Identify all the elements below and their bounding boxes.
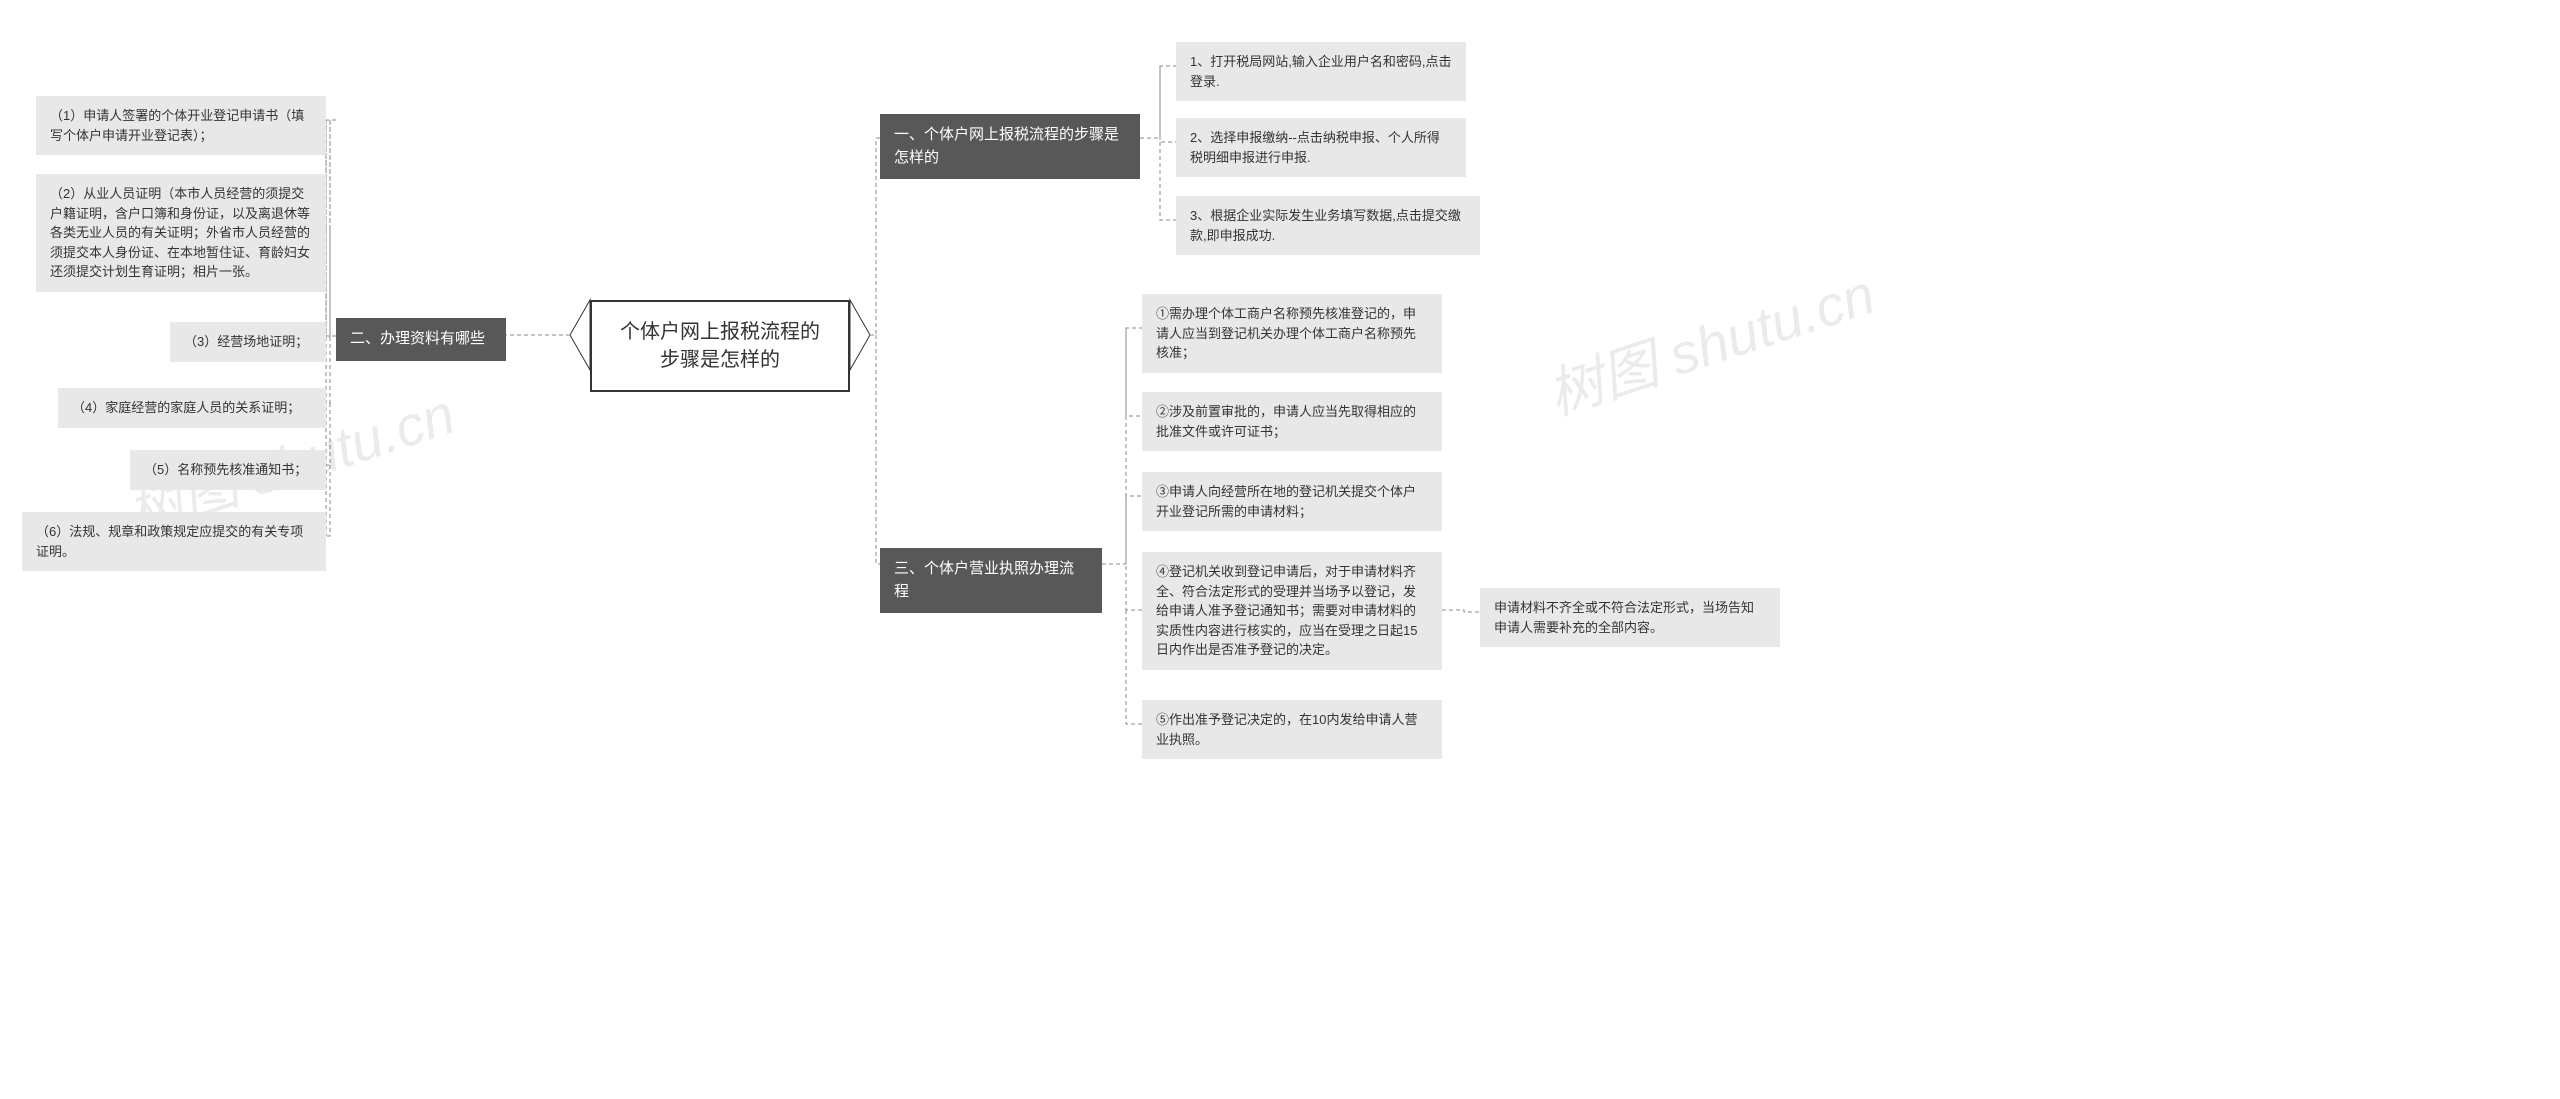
leaf-item[interactable]: （3）经营场地证明；: [170, 322, 326, 362]
leaf-item[interactable]: 2、选择申报缴纳--点击纳税申报、个人所得税明细申报进行申报.: [1176, 118, 1466, 177]
leaf-text: （5）名称预先核准通知书；: [144, 462, 307, 477]
leaf-text: ④登记机关收到登记申请后，对于申请材料齐全、符合法定形式的受理并当场予以登记，发…: [1156, 564, 1417, 657]
leaf-text: 2、选择申报缴纳--点击纳税申报、个人所得税明细申报进行申报.: [1190, 130, 1440, 165]
branch-materials[interactable]: 二、办理资料有哪些: [336, 318, 506, 361]
branch-license-process[interactable]: 三、个体户营业执照办理流程: [880, 548, 1102, 613]
leaf-text: （3）经营场地证明；: [184, 334, 308, 349]
leaf-item[interactable]: （5）名称预先核准通知书；: [130, 450, 326, 490]
leaf-text: ⑤作出准予登记决定的，在10内发给申请人营业执照。: [1156, 712, 1417, 747]
leaf-item[interactable]: （1）申请人签署的个体开业登记申请书（填写个体户申请开业登记表）；: [36, 96, 326, 155]
leaf-item[interactable]: ①需办理个体工商户名称预先核准登记的，申请人应当到登记机关办理个体工商户名称预先…: [1142, 294, 1442, 373]
leaf-text: （1）申请人签署的个体开业登记申请书（填写个体户申请开业登记表）；: [50, 108, 304, 143]
leaf-text: （4）家庭经营的家庭人员的关系证明；: [72, 400, 300, 415]
leaf-text: （2）从业人员证明（本市人员经营的须提交户籍证明，含户口簿和身份证，以及离退休等…: [50, 186, 310, 279]
branch-label: 一、个体户网上报税流程的步骤是怎样的: [894, 126, 1119, 166]
branch-label: 二、办理资料有哪些: [350, 330, 485, 347]
leaf-text: ③申请人向经营所在地的登记机关提交个体户开业登记所需的申请材料；: [1156, 484, 1416, 519]
leaf-text: 申请材料不齐全或不符合法定形式，当场告知申请人需要补充的全部内容。: [1494, 600, 1754, 635]
leaf-item-nested[interactable]: 申请材料不齐全或不符合法定形式，当场告知申请人需要补充的全部内容。: [1480, 588, 1780, 647]
leaf-item[interactable]: （4）家庭经营的家庭人员的关系证明；: [58, 388, 326, 428]
leaf-item[interactable]: 3、根据企业实际发生业务填写数据,点击提交缴款,即申报成功.: [1176, 196, 1480, 255]
leaf-text: ①需办理个体工商户名称预先核准登记的，申请人应当到登记机关办理个体工商户名称预先…: [1156, 306, 1416, 360]
leaf-item[interactable]: ③申请人向经营所在地的登记机关提交个体户开业登记所需的申请材料；: [1142, 472, 1442, 531]
leaf-item[interactable]: ④登记机关收到登记申请后，对于申请材料齐全、符合法定形式的受理并当场予以登记，发…: [1142, 552, 1442, 670]
leaf-item[interactable]: （2）从业人员证明（本市人员经营的须提交户籍证明，含户口簿和身份证，以及离退休等…: [36, 174, 326, 292]
root-label: 个体户网上报税流程的步骤是怎样的: [620, 321, 820, 371]
leaf-text: ②涉及前置审批的，申请人应当先取得相应的批准文件或许可证书；: [1156, 404, 1416, 439]
leaf-text: 1、打开税局网站,输入企业用户名和密码,点击登录.: [1190, 54, 1451, 89]
leaf-item[interactable]: （6）法规、规章和政策规定应提交的有关专项证明。: [22, 512, 326, 571]
branch-tax-steps[interactable]: 一、个体户网上报税流程的步骤是怎样的: [880, 114, 1140, 179]
leaf-text: 3、根据企业实际发生业务填写数据,点击提交缴款,即申报成功.: [1190, 208, 1461, 243]
leaf-item[interactable]: ②涉及前置审批的，申请人应当先取得相应的批准文件或许可证书；: [1142, 392, 1442, 451]
branch-label: 三、个体户营业执照办理流程: [894, 560, 1074, 600]
leaf-item[interactable]: 1、打开税局网站,输入企业用户名和密码,点击登录.: [1176, 42, 1466, 101]
watermark: 树图 shutu.cn: [1536, 250, 1884, 432]
leaf-item[interactable]: ⑤作出准予登记决定的，在10内发给申请人营业执照。: [1142, 700, 1442, 759]
root-node[interactable]: 个体户网上报税流程的步骤是怎样的: [590, 300, 850, 392]
leaf-text: （6）法规、规章和政策规定应提交的有关专项证明。: [36, 524, 303, 559]
